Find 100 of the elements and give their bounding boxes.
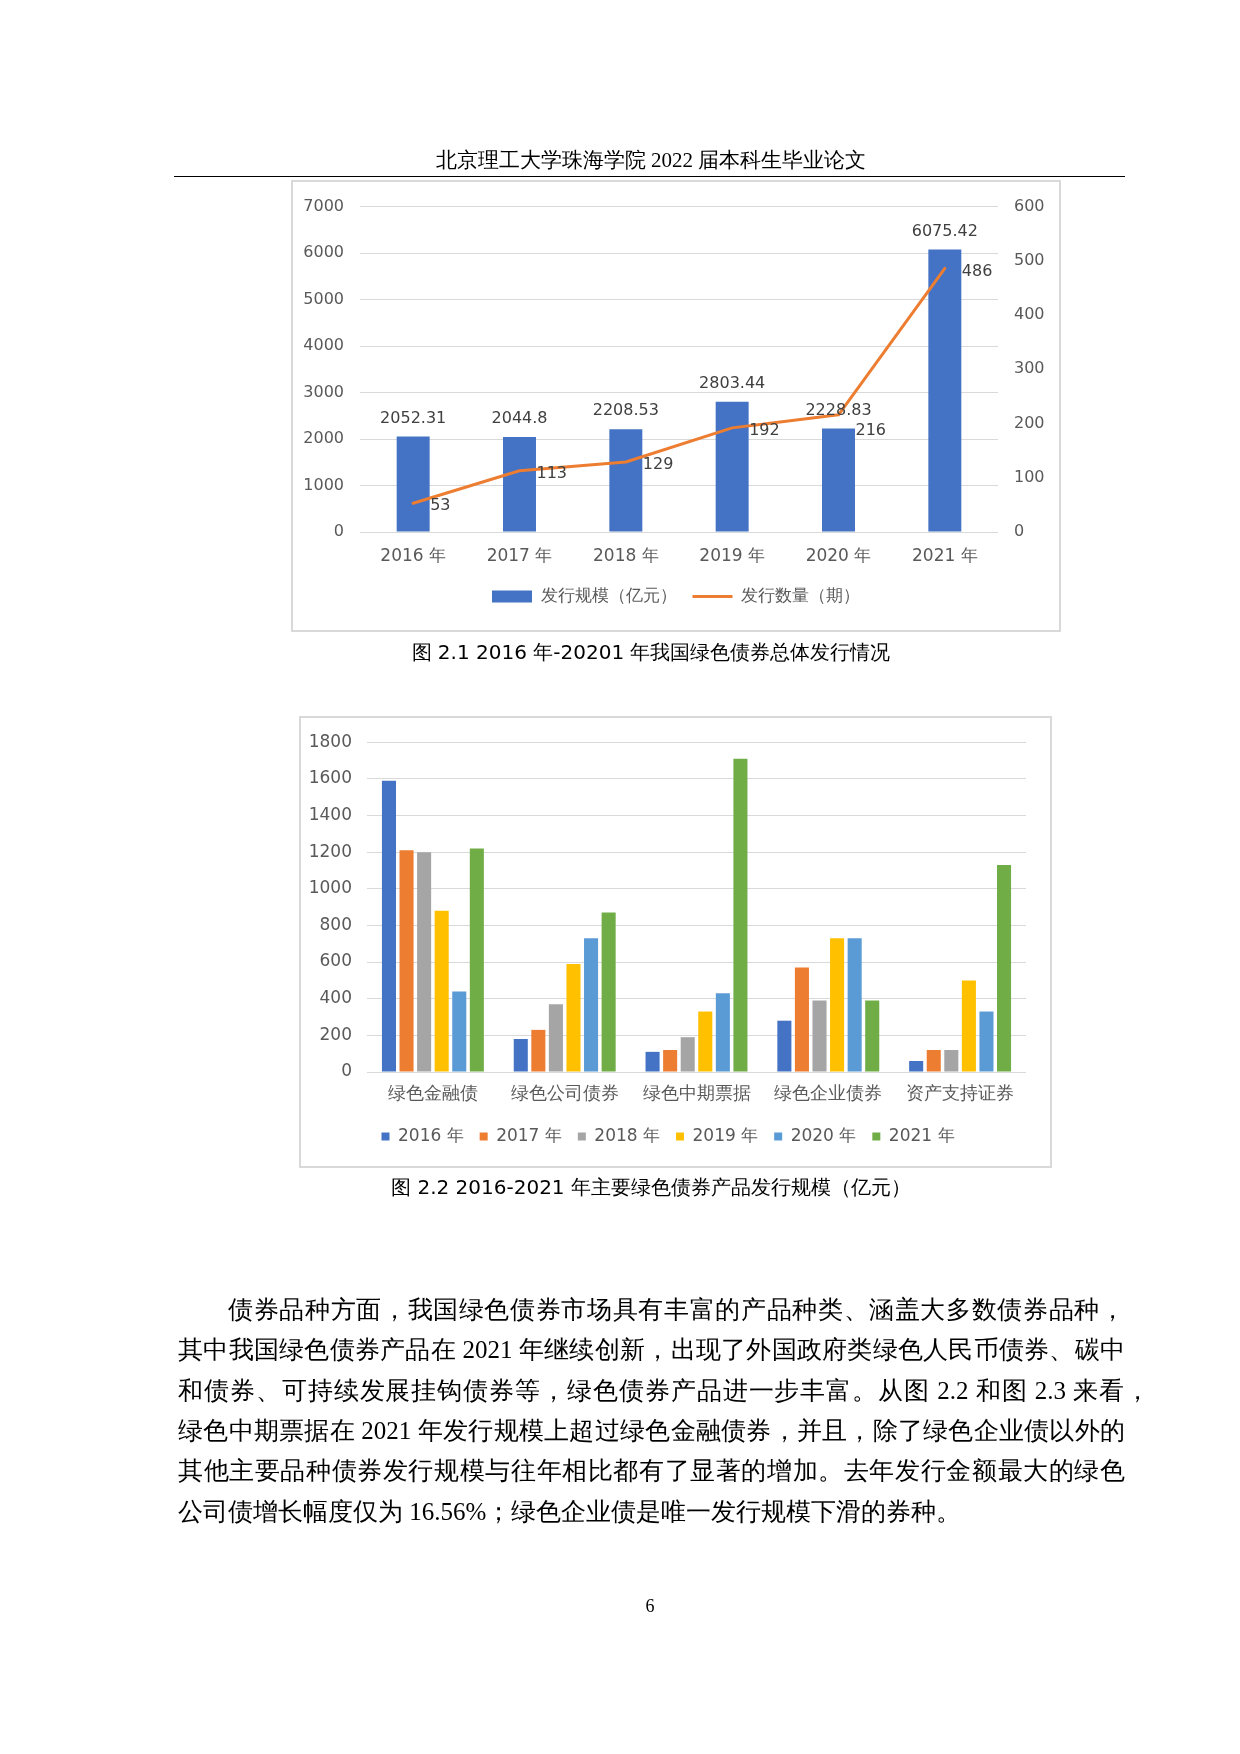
y-tick-label: 3000 — [303, 381, 344, 401]
y2-tick-label: 0 — [1014, 521, 1025, 541]
data-label: 192 — [749, 420, 780, 440]
data-label: 2208.53 — [592, 400, 659, 420]
legend-label: 2019 年 — [692, 1124, 759, 1145]
x-tick-label: 2020 年 — [805, 544, 872, 565]
x-tick-label: 2018 年 — [593, 544, 659, 565]
text: 图 2.2 2016-2021 年主要绿色债券产品发行规模（亿元） — [391, 1174, 911, 1201]
y-tick-label: 1200 — [308, 840, 352, 861]
bar — [812, 1000, 827, 1072]
bar — [503, 436, 536, 532]
bar — [715, 401, 749, 532]
bar — [979, 1011, 994, 1072]
y-tick-label: 1800 — [308, 730, 352, 751]
bar — [928, 249, 962, 532]
bar — [513, 1039, 528, 1072]
text: 6 — [645, 1596, 655, 1617]
bar — [944, 1050, 959, 1072]
bar — [548, 1004, 563, 1072]
text: 其中我国绿色债券产品在 2021 年继续创新，出现了外国政府类绿色人民币债券、碳中 — [178, 1335, 1125, 1366]
data-label: 2052.31 — [380, 407, 447, 427]
x-tick-label: 2017 年 — [486, 544, 553, 565]
bar — [909, 1061, 924, 1072]
data-label: 129 — [642, 454, 674, 474]
bar — [381, 780, 396, 1072]
y2-tick-label: 100 — [1014, 466, 1045, 486]
y-tick-label: 7000 — [303, 195, 344, 215]
y-tick-label: 200 — [319, 1023, 352, 1044]
bar — [961, 980, 976, 1072]
y2-tick-label: 400 — [1014, 304, 1045, 324]
data-label: 2044.8 — [491, 408, 548, 428]
x-tick-label: 绿色中期票据 — [642, 1082, 751, 1104]
x-tick-label: 资产支持证券 — [906, 1082, 1015, 1104]
data-label: 6075.42 — [911, 220, 978, 240]
bar — [926, 1050, 941, 1072]
x-tick-label: 绿色企业债券 — [774, 1082, 883, 1104]
y2-tick-label: 200 — [1014, 412, 1045, 432]
bar — [663, 1050, 678, 1072]
legend-label: 发行数量（期） — [741, 584, 860, 605]
bar — [830, 938, 845, 1072]
data-label: 53 — [430, 495, 451, 515]
x-tick-label: 绿色公司债券 — [510, 1082, 619, 1104]
y-tick-label: 4000 — [303, 335, 344, 355]
y2-tick-label: 300 — [1014, 358, 1045, 378]
y-tick-label: 1000 — [303, 474, 344, 494]
legend-label: 发行规模（亿元） — [540, 584, 677, 605]
y-tick-label: 0 — [341, 1060, 352, 1081]
bar — [777, 1020, 792, 1072]
legend-label: 2021 年 — [888, 1124, 955, 1145]
text: 其他主要品种债券发行规模与往年相比都有了显著的增加。去年发行金额最大的绿色 — [178, 1456, 1125, 1487]
bar — [417, 852, 432, 1072]
x-tick-label: 2019 年 — [699, 544, 765, 565]
y-tick-label: 1000 — [308, 877, 352, 898]
data-label: 113 — [536, 462, 568, 482]
text: 北京理工大学珠海学院 2022 届本科生毕业论文 — [435, 147, 867, 174]
y-tick-label: 1400 — [308, 803, 352, 824]
bar — [399, 850, 414, 1072]
text: 公司债增长幅度仅为 16.56%；绿色企业债是唯一发行规模下滑的券种。 — [178, 1496, 962, 1527]
legend-label: 2016 年 — [398, 1124, 464, 1145]
legend-label: 2017 年 — [496, 1124, 562, 1145]
y-tick-label: 5000 — [303, 288, 344, 308]
y-tick-label: 2000 — [303, 428, 344, 448]
bar — [609, 429, 643, 532]
bar — [531, 1029, 546, 1072]
bar — [733, 758, 748, 1072]
y-tick-label: 1600 — [308, 767, 352, 788]
data-label: 216 — [855, 419, 887, 439]
bar — [566, 963, 581, 1072]
data-label: 486 — [961, 260, 993, 280]
bar — [434, 910, 449, 1072]
bar — [601, 912, 616, 1072]
x-tick-label: 2016 年 — [380, 544, 446, 565]
y-tick-label: 400 — [319, 987, 352, 1008]
bar — [469, 848, 484, 1072]
bar — [452, 991, 467, 1072]
y2-tick-label: 600 — [1014, 195, 1045, 215]
text: 和债券、可持续发展挂钩债券等，绿色债券产品进一步丰富。从图 2.2 和图 2.3 来看， — [178, 1375, 1151, 1406]
bar — [847, 938, 862, 1072]
legend-label: 2020 年 — [790, 1124, 857, 1145]
bar — [715, 993, 730, 1072]
text: 图 2.1 2016 年-20201 年我国绿色债券总体发行情况 — [411, 639, 891, 666]
y-tick-label: 6000 — [303, 242, 344, 262]
bar — [997, 864, 1012, 1072]
legend-label: 2018 年 — [594, 1124, 660, 1145]
bar — [645, 1051, 660, 1072]
bar — [698, 1011, 713, 1072]
bar — [584, 938, 599, 1072]
data-label: 2803.44 — [699, 372, 766, 392]
text: 绿色中期票据在 2021 年发行规模上超过绿色金融债券，并且，除了绿色企业债以外的 — [178, 1415, 1125, 1446]
y2-tick-label: 500 — [1014, 249, 1045, 269]
y-tick-label: 800 — [319, 913, 352, 934]
bar — [794, 967, 809, 1072]
bar — [865, 1000, 880, 1072]
bar — [396, 436, 430, 532]
bar — [822, 428, 855, 532]
x-tick-label: 绿色金融债 — [387, 1082, 478, 1104]
y-tick-label: 0 — [333, 521, 344, 541]
y-tick-label: 600 — [319, 950, 352, 971]
bar — [680, 1037, 695, 1072]
text: 债券品种方面，我国绿色债券市场具有丰富的产品种类、涵盖大多数债券品种， — [228, 1295, 1125, 1325]
